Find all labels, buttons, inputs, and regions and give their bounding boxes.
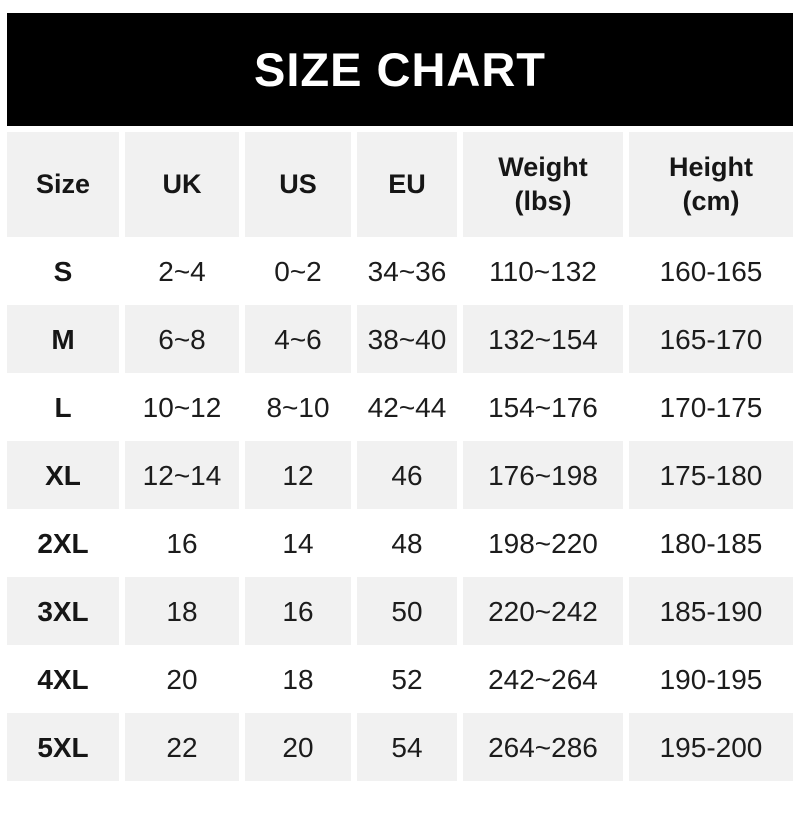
table-cell-s-eu: 34~36 xyxy=(357,237,457,305)
table-cell-3xl-height-cm: 185-190 xyxy=(629,577,793,645)
table-cell-2xl-weight-lbs: 198~220 xyxy=(463,509,623,577)
table-cell-2xl-eu: 48 xyxy=(357,509,457,577)
table-cell-2xl-size: 2XL xyxy=(7,509,119,577)
table-cell-5xl-weight-lbs: 264~286 xyxy=(463,713,623,781)
table-cell-2xl-us: 14 xyxy=(245,509,351,577)
table-cell-3xl-us: 16 xyxy=(245,577,351,645)
table-cell-3xl-size: 3XL xyxy=(7,577,119,645)
table-cell-s-uk: 2~4 xyxy=(125,237,239,305)
header-cell-eu: EU xyxy=(357,132,457,237)
banner-title: SIZE CHART xyxy=(254,43,546,96)
table-cell-3xl-weight-lbs: 220~242 xyxy=(463,577,623,645)
table-cell-5xl-uk: 22 xyxy=(125,713,239,781)
header-cell-weight-lbs: Weight (lbs) xyxy=(463,132,623,237)
table-cell-4xl-weight-lbs: 242~264 xyxy=(463,645,623,713)
table-cell-xl-height-cm: 175-180 xyxy=(629,441,793,509)
table-cell-l-size: L xyxy=(7,373,119,441)
table-cell-5xl-us: 20 xyxy=(245,713,351,781)
table-cell-4xl-uk: 20 xyxy=(125,645,239,713)
header-cell-size: Size xyxy=(7,132,119,237)
table-cell-5xl-size: 5XL xyxy=(7,713,119,781)
table-cell-s-weight-lbs: 110~132 xyxy=(463,237,623,305)
table-cell-l-us: 8~10 xyxy=(245,373,351,441)
table-cell-s-us: 0~2 xyxy=(245,237,351,305)
size-chart-table: Size UK US EU Weight (lbs) Height (cm) S 2~4 0~2… xyxy=(7,132,793,781)
table-cell-4xl-size: 4XL xyxy=(7,645,119,713)
table-cell-s-size: S xyxy=(7,237,119,305)
table-cell-l-uk: 10~12 xyxy=(125,373,239,441)
header-cell-height-cm: Height (cm) xyxy=(629,132,793,237)
table-cell-m-us: 4~6 xyxy=(245,305,351,373)
table-cell-3xl-uk: 18 xyxy=(125,577,239,645)
table-cell-5xl-eu: 54 xyxy=(357,713,457,781)
table-cell-l-eu: 42~44 xyxy=(357,373,457,441)
size-chart-banner: SIZE CHART xyxy=(7,13,793,126)
header-cell-us: US xyxy=(245,132,351,237)
table-cell-l-height-cm: 170-175 xyxy=(629,373,793,441)
table-cell-3xl-eu: 50 xyxy=(357,577,457,645)
table-cell-5xl-height-cm: 195-200 xyxy=(629,713,793,781)
table-cell-4xl-height-cm: 190-195 xyxy=(629,645,793,713)
table-cell-s-height-cm: 160-165 xyxy=(629,237,793,305)
table-cell-4xl-us: 18 xyxy=(245,645,351,713)
table-cell-2xl-height-cm: 180-185 xyxy=(629,509,793,577)
header-cell-uk: UK xyxy=(125,132,239,237)
table-cell-m-weight-lbs: 132~154 xyxy=(463,305,623,373)
table-cell-m-height-cm: 165-170 xyxy=(629,305,793,373)
table-cell-xl-us: 12 xyxy=(245,441,351,509)
table-cell-l-weight-lbs: 154~176 xyxy=(463,373,623,441)
table-cell-m-size: M xyxy=(7,305,119,373)
table-cell-xl-size: XL xyxy=(7,441,119,509)
table-cell-xl-uk: 12~14 xyxy=(125,441,239,509)
table-cell-2xl-uk: 16 xyxy=(125,509,239,577)
table-cell-m-uk: 6~8 xyxy=(125,305,239,373)
table-cell-4xl-eu: 52 xyxy=(357,645,457,713)
table-cell-xl-weight-lbs: 176~198 xyxy=(463,441,623,509)
table-cell-xl-eu: 46 xyxy=(357,441,457,509)
table-cell-m-eu: 38~40 xyxy=(357,305,457,373)
